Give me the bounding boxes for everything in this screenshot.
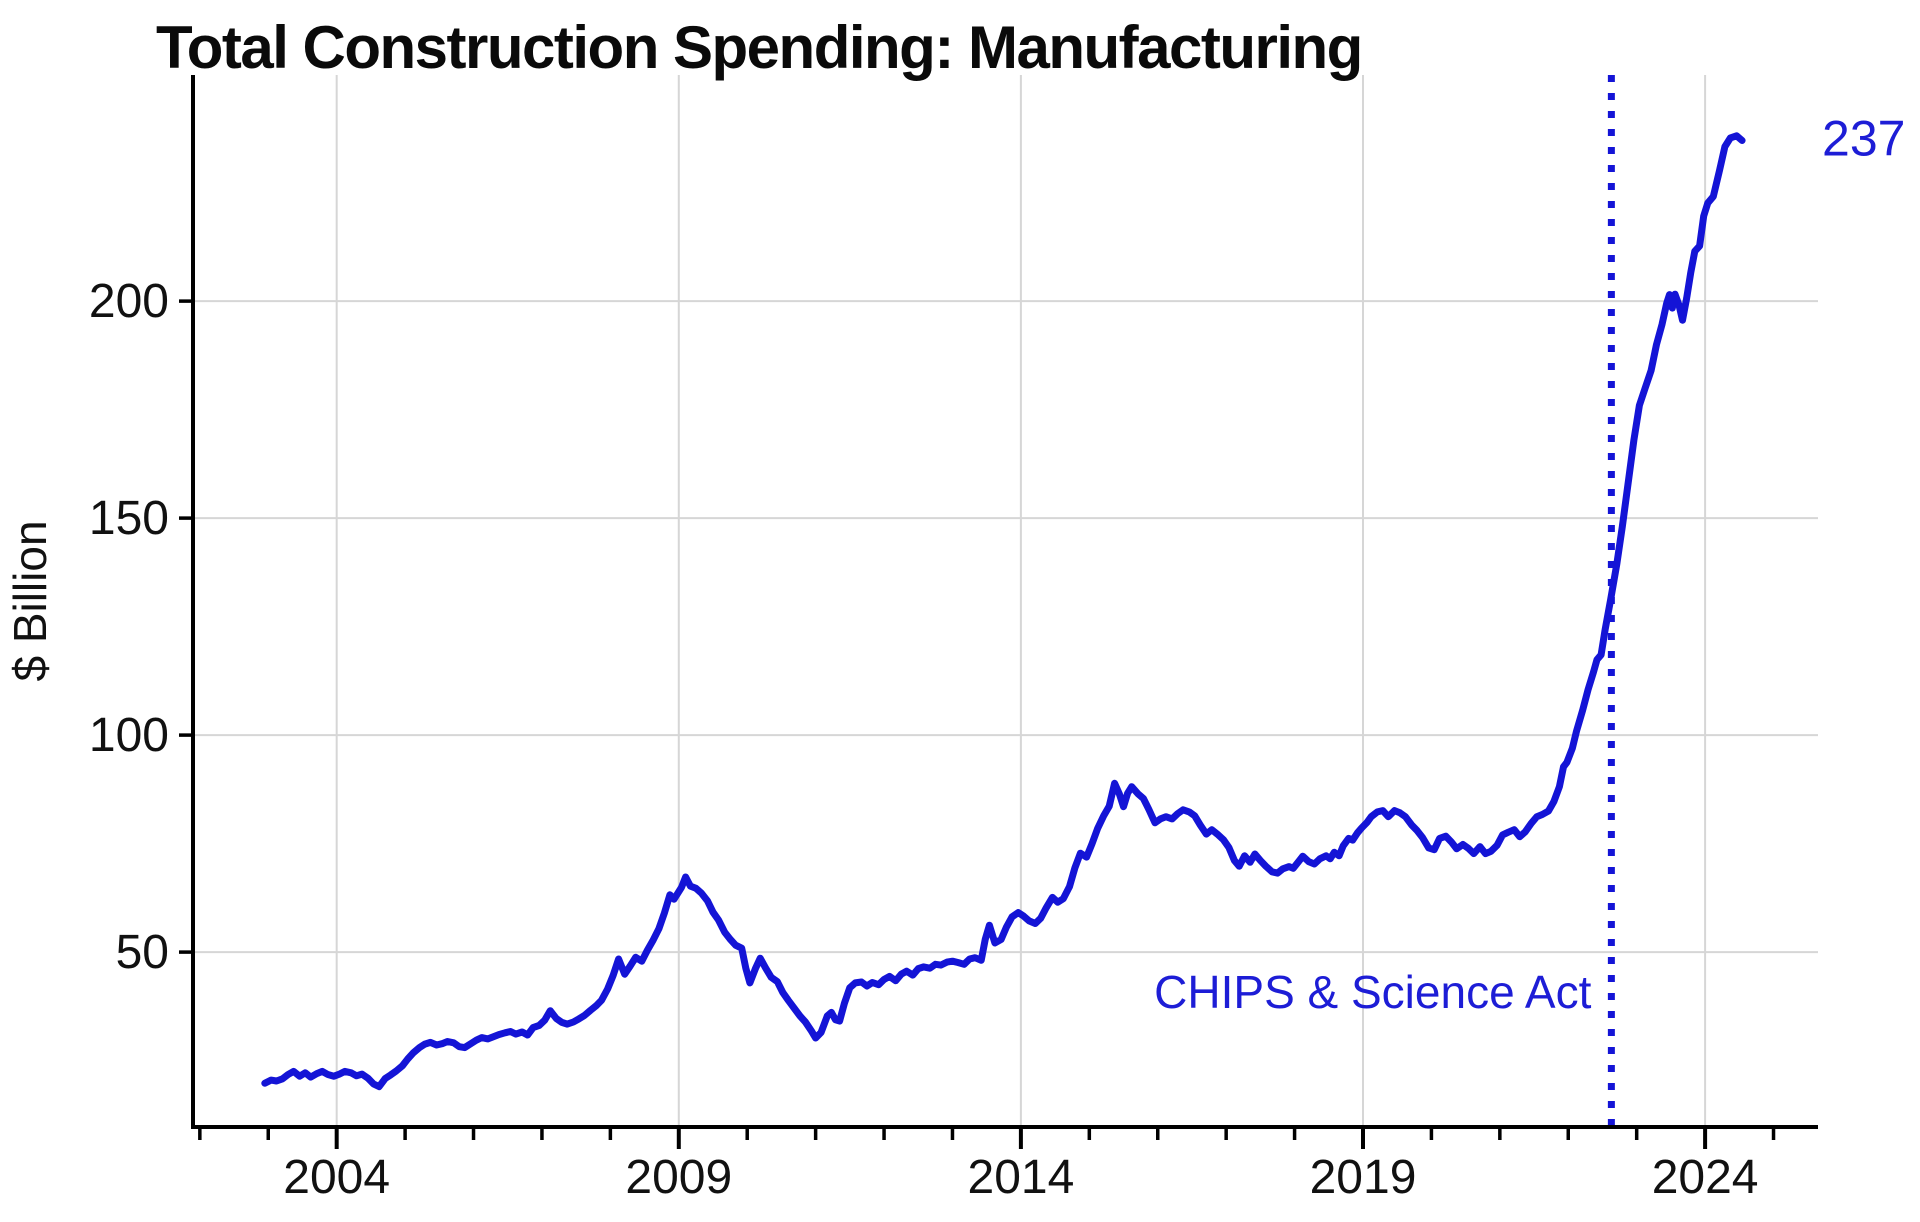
chart-title: Total Construction Spending: Manufacturi… [156, 14, 1362, 81]
axes-and-ticks [179, 75, 1818, 1149]
x-tick-label: 2004 [283, 1151, 390, 1204]
spending-line-series [261, 132, 1746, 1091]
tick-labels: 50 100 150 200 2004 2009 2014 2019 2024 [89, 275, 1759, 1204]
y-tick-label: 150 [89, 492, 169, 545]
gridlines [193, 75, 1818, 1127]
x-tick-label: 2009 [625, 1151, 732, 1204]
latest-value-label: 237 [1822, 111, 1905, 167]
y-tick-label: 100 [89, 709, 169, 762]
y-tick-label: 50 [116, 926, 169, 979]
x-tick-label: 2014 [968, 1151, 1075, 1204]
x-tick-label: 2024 [1652, 1151, 1759, 1204]
chips-act-annotation: CHIPS & Science Act [1154, 966, 1591, 1018]
y-tick-label: 200 [89, 275, 169, 328]
x-tick-label: 2019 [1310, 1151, 1417, 1204]
y-axis-label: $ Billion [4, 520, 56, 681]
